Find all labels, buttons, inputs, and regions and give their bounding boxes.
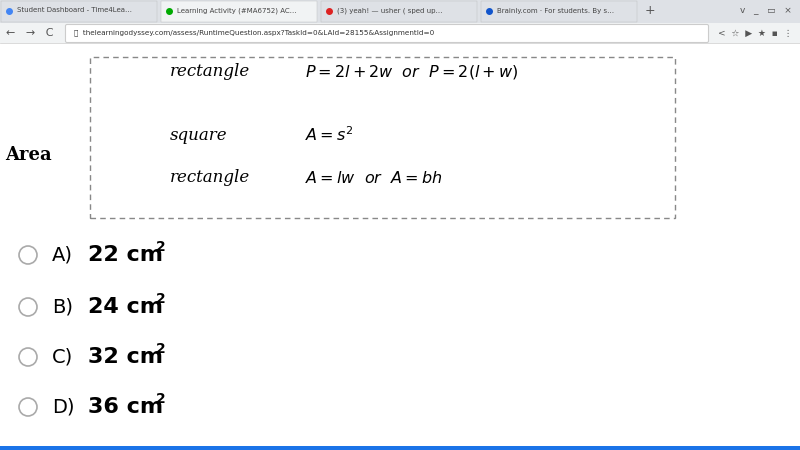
FancyBboxPatch shape (321, 1, 477, 22)
FancyBboxPatch shape (90, 57, 675, 218)
Text: $A = s^2$: $A = s^2$ (305, 126, 354, 144)
Text: $P = 2l+2w$  or  $P = 2(l+w)$: $P = 2l+2w$ or $P = 2(l+w)$ (305, 63, 518, 81)
Text: 36 cm: 36 cm (88, 397, 163, 417)
Circle shape (19, 246, 37, 264)
Text: 24 cm: 24 cm (88, 297, 163, 317)
Text: A): A) (52, 246, 73, 265)
Text: ←   →   C: ← → C (6, 28, 54, 38)
Text: 2: 2 (156, 392, 166, 406)
Text: D): D) (52, 397, 74, 417)
FancyBboxPatch shape (1, 1, 157, 22)
Bar (0, 23, 800, 43)
Text: +: + (645, 4, 656, 17)
Text: Area: Area (5, 146, 52, 164)
Text: Brainly.com · For students. By s…: Brainly.com · For students. By s… (497, 8, 614, 14)
Text: C): C) (52, 347, 74, 366)
Bar (0, 58, 800, 446)
Circle shape (19, 348, 37, 366)
Bar (0, 446, 800, 450)
Text: B): B) (52, 297, 73, 316)
Text: (3) yeah! — usher ( sped up…: (3) yeah! — usher ( sped up… (337, 7, 442, 14)
FancyBboxPatch shape (481, 1, 637, 22)
Text: Student Dashboard - Time4Lea…: Student Dashboard - Time4Lea… (17, 8, 132, 14)
FancyBboxPatch shape (161, 1, 317, 22)
Text: $A = lw$  or  $A = bh$: $A = lw$ or $A = bh$ (305, 170, 442, 186)
Text: rectangle: rectangle (170, 170, 250, 186)
Bar (0, 0, 800, 23)
Text: 🔒  thelearningodyssey.com/assess/RuntimeQuestion.aspx?TaskId=0&LAId=28155&Assign: 🔒 thelearningodyssey.com/assess/RuntimeQ… (74, 30, 434, 36)
Text: v   _   ▭   ×: v _ ▭ × (740, 6, 792, 15)
Text: 2: 2 (156, 342, 166, 356)
Text: square: square (170, 126, 228, 144)
Text: 32 cm: 32 cm (88, 347, 163, 367)
Text: 2: 2 (156, 240, 166, 254)
Circle shape (19, 398, 37, 416)
Text: 2: 2 (156, 292, 166, 306)
Text: 22 cm: 22 cm (88, 245, 163, 265)
Text: rectangle: rectangle (170, 63, 250, 81)
Text: Learning Activity (#MA6752) AC…: Learning Activity (#MA6752) AC… (177, 7, 297, 14)
Text: <  ☆  ▶  ★  ▪  ⋮: < ☆ ▶ ★ ▪ ⋮ (718, 28, 793, 37)
Circle shape (19, 298, 37, 316)
FancyBboxPatch shape (66, 24, 709, 42)
